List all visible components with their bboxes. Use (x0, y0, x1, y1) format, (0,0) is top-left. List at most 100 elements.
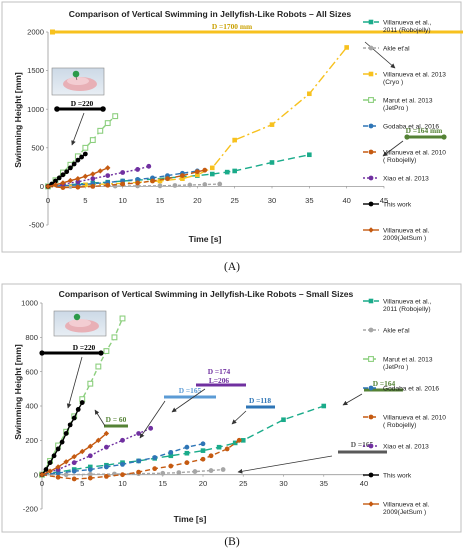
chart-a-xlabel: Time [s] (189, 234, 222, 244)
chart-a-series-villanueva-et-al-2013-cryo (45, 45, 349, 189)
chart-b-legend-item: Villanueva et al. 2010( Robojelly) (363, 414, 446, 429)
chart-a-y-tick-label: 500 (31, 143, 44, 152)
panel-a-label: (A) (224, 261, 240, 273)
chart-a-data-point (67, 177, 74, 184)
chart-b-legend-item: Godaba et al. 2016 (363, 385, 439, 392)
chart-b-data-point (55, 474, 61, 480)
chart-a-legend-label: Villanueva et al. 2009(JetSum ) (383, 227, 430, 242)
chart-a-data-point (75, 175, 81, 182)
chart-b-y-tick-label: 400 (25, 402, 38, 411)
chart-a-legend-marker (368, 149, 374, 155)
chart-b-data-point (87, 380, 94, 387)
chart-a-legend-marker (368, 71, 374, 77)
chart-a-series-line (47, 169, 205, 189)
chart-a-data-point (56, 175, 62, 181)
chart-a-legend-marker (368, 175, 374, 181)
chart-b-data-point (95, 437, 102, 444)
chart-b-legend-label: Godaba et al. 2016 (383, 385, 439, 392)
chart-b-data-point (67, 422, 73, 428)
annotation-d164-a: D =164 mm (406, 126, 443, 135)
chart-b-robot-photo (53, 310, 107, 337)
chart-b-data-point (87, 475, 93, 481)
chart-b-x-tick-label: 0 (40, 479, 44, 488)
chart-b-data-point (168, 463, 174, 469)
chart-b-data-point (87, 467, 93, 472)
chart-a-data-point (45, 183, 51, 190)
chart-b-x-tick-label: 25 (239, 479, 247, 488)
annotation-d220-a: D =220 (71, 99, 94, 108)
chart-b-data-point (184, 450, 190, 456)
chart-b-series-line (41, 427, 151, 476)
chart-b-data-point (152, 466, 158, 472)
chart-b-x-tick-label: 5 (80, 479, 84, 488)
chart-b-data-point (136, 458, 142, 464)
chart-b-data-point (51, 453, 57, 459)
chart-a-data-point (75, 179, 81, 185)
chart-a-data-point (209, 165, 215, 171)
chart-a-legend-label: Xiao et al. 2013 (383, 175, 429, 182)
chart-b-data-point (104, 464, 109, 470)
chart-b-x-tick-label: 20 (199, 479, 207, 488)
chart-b-legend-item: This work (363, 472, 412, 479)
chart-b-data-point (55, 464, 61, 470)
chart-a-legend-marker (368, 201, 374, 207)
chart-a-data-point (105, 182, 111, 188)
annotation-arrow (171, 388, 206, 413)
chart-a-data-point (157, 183, 163, 189)
annotation-arrow (237, 455, 333, 474)
chart-b-x-tick-label: 30 (279, 479, 287, 488)
chart-a-series-line (48, 183, 220, 188)
chart-b-data-point (87, 471, 93, 477)
chart-a-plot: -500 0 500 1000 1500 2000 0 5 10 15 20 25 30 35 40 45 D… (27, 22, 463, 230)
chart-a-series-line (47, 165, 149, 188)
chart-b-data-point (120, 472, 125, 478)
chart-b-legend-label: Xiao et al. 2013 (383, 443, 429, 450)
chart-b-data-point (104, 444, 109, 450)
chart-b-y-tick-label: 600 (25, 367, 38, 376)
chart-a-legend-item: Villanueva et al. 2013 (Cryo ) (363, 71, 446, 86)
chart-a-data-point (135, 180, 141, 186)
chart-b-y-tick-label: 1000 (21, 299, 38, 308)
chart-a-data-point (68, 165, 73, 171)
chart-b-data-point (236, 437, 242, 443)
chart-a-y-tick-label: 1500 (27, 66, 44, 75)
annotation-arrow (139, 400, 166, 439)
chart-b-series-line (41, 318, 124, 476)
chart-b-data-point (148, 425, 154, 431)
chart-b-data-point (88, 464, 93, 470)
chart-a-data-point (90, 171, 96, 177)
chart-a-data-point (269, 160, 275, 165)
chart-a-robot-photo (51, 67, 105, 96)
chart-a-data-point (97, 127, 104, 134)
chart-b-legend-item: Akle et'al (363, 327, 410, 334)
chart-b-data-point (103, 348, 110, 355)
chart-a-data-point (146, 163, 152, 169)
annotation-arrow (342, 393, 363, 406)
chart-a-legend-label: This work (383, 201, 412, 208)
chart-b-data-point (220, 467, 226, 472)
chart-a-x-tick-label: 0 (46, 196, 50, 205)
chart-b-series-villanueva-et-al-2009-jetsum (39, 430, 110, 478)
chart-b-data-point (47, 468, 53, 474)
robot-float-shape (72, 70, 80, 78)
annotation-arrow (94, 409, 106, 427)
chart-a-data-point (75, 157, 81, 163)
chart-a-data-point (180, 173, 185, 178)
chart-b-data-point (87, 443, 93, 450)
chart-b-x-tick-label: 10 (118, 479, 126, 488)
annotation-arrow (382, 140, 404, 157)
chart-a-y-tick-label: 2000 (27, 28, 44, 37)
chart-a-data-point (60, 172, 66, 178)
chart-a-data-point (82, 151, 88, 157)
chart-a-series-line (47, 115, 116, 187)
chart-b-data-point (119, 315, 126, 322)
chart-a-data-point (165, 176, 170, 182)
chart-a-data-point (75, 184, 81, 190)
chart-b-data-point (63, 472, 69, 478)
chart-b-data-point (79, 400, 85, 405)
chart-b-legend-marker (368, 356, 374, 362)
chart-a-data-point (135, 177, 141, 182)
chart-b-legend-item: Xiao et al. 2013 (363, 443, 429, 450)
chart-b-data-point (192, 469, 198, 474)
